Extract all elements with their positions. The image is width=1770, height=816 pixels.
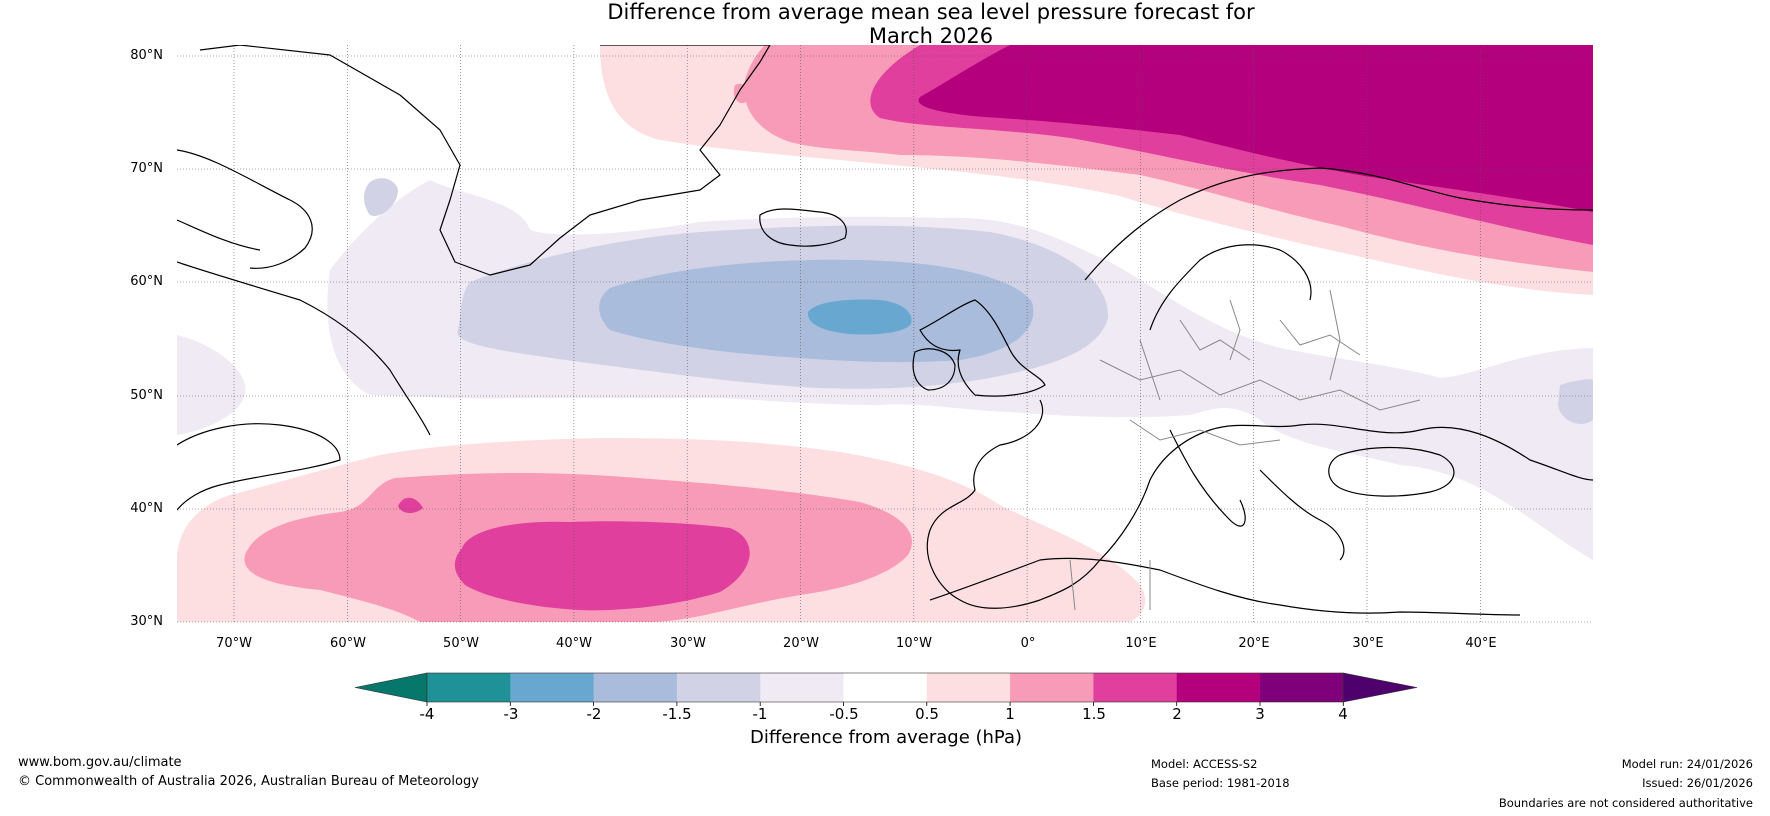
lon-label-40w: 40°W: [556, 636, 592, 651]
lon-label-70w: 70°W: [216, 636, 252, 651]
footer-model-run: Model run: 24/01/2026: [1621, 757, 1753, 771]
colorbar-segment: [427, 673, 511, 702]
coastline-north-africa: [929, 557, 1521, 616]
colorbar-segment: [1176, 673, 1261, 702]
lon-label-50w: 50°W: [443, 636, 479, 651]
colorbar-tick-label: -1: [752, 705, 768, 723]
lat-label-80n: 80°N: [130, 48, 163, 63]
coastline-italy-balkans: [1169, 429, 1345, 561]
colorbar-tick-label: 1.5: [1082, 705, 1106, 723]
lat-label-30n: 30°N: [130, 614, 163, 629]
lat-label-60n: 60°N: [130, 274, 163, 289]
footer-website: www.bom.gov.au/climate: [18, 755, 182, 770]
lat-label-40n: 40°N: [130, 501, 163, 516]
lon-label-10w: 10°W: [896, 636, 932, 651]
contour-pos-2-north: [918, 45, 1593, 212]
coastline-canada-arctic: [177, 149, 313, 269]
colorbar-tick-label: 2: [1172, 705, 1182, 723]
colorbar-segment: [593, 673, 678, 702]
graticule: [177, 45, 1593, 623]
colorbar-tick-label: -2: [586, 705, 602, 723]
coastline-british-isles: [919, 299, 1046, 397]
title-line-1: Difference from average mean sea level p…: [607, 0, 1255, 24]
lon-label-60w: 60°W: [330, 636, 366, 651]
map-title: Difference from average mean sea level p…: [0, 0, 1770, 48]
lon-label-20w: 20°W: [783, 636, 819, 651]
coastline-labrador: [177, 261, 431, 511]
pressure-anomaly-contours: [177, 45, 1593, 622]
footer-disclaimer: Boundaries are not considered authoritat…: [1498, 796, 1753, 810]
footer-issued: Issued: 26/01/2026: [1642, 776, 1753, 790]
colorbar-frame: [426, 672, 1344, 703]
contour-pos-1.5-south: [454, 521, 750, 611]
colorbar-tick-label: 4: [1338, 705, 1348, 723]
coastline-greenland: [199, 45, 771, 276]
footer-base-period: Base period: 1981-2018: [1151, 776, 1290, 790]
colorbar-segment: [1260, 673, 1344, 702]
colorbar-segment: [1010, 673, 1094, 702]
colorbar-tick-label: 3: [1255, 705, 1265, 723]
colorbar-extend-low: [354, 672, 428, 703]
colorbar-segment: [510, 673, 595, 702]
lat-label-50n: 50°N: [130, 388, 163, 403]
footer-copyright: © Commonwealth of Australia 2026, Austra…: [18, 774, 479, 789]
lat-label-70n: 70°N: [130, 161, 163, 176]
lon-label-40e: 40°E: [1465, 636, 1497, 651]
title-line-2: March 2026: [868, 24, 994, 48]
colorbar-tick-label: -3: [503, 705, 519, 723]
coastline-black-sea: [1328, 446, 1455, 497]
contour-neg-1-west: [364, 178, 398, 216]
coastlines: [177, 45, 1593, 616]
coastline-iceland: [759, 208, 847, 247]
coastline-scandinavia: [1084, 167, 1593, 331]
lon-label-20e: 20°E: [1238, 636, 1270, 651]
colorbar-segment: [926, 673, 1011, 702]
footer-model: Model: ACCESS-S2: [1151, 757, 1258, 771]
colorbar-title: Difference from average (hPa): [749, 727, 1023, 748]
contour-pos-1.5-south-blob: [398, 497, 423, 514]
coastline-ireland: [912, 348, 956, 391]
lon-label-30e: 30°E: [1352, 636, 1384, 651]
colorbar-tick-label: 1: [1005, 705, 1015, 723]
colorbar-segment: [1093, 673, 1178, 702]
colorbar-segment: [843, 673, 928, 702]
colorbar-tick-label: 0.5: [915, 705, 939, 723]
lon-label-0: 0°: [1020, 636, 1036, 651]
colorbar-extend-high: [1343, 672, 1418, 703]
contour-neg-2: [807, 299, 912, 335]
coastline-western-europe: [926, 399, 1593, 609]
contour-pos-1-north-blob: [733, 83, 750, 104]
colorbar-tick-label: -1.5: [662, 705, 692, 723]
colorbar-segment: [760, 673, 844, 702]
lon-label-10e: 10°E: [1125, 636, 1157, 651]
colorbar: [354, 672, 1418, 706]
contour-neg-1-east: [1558, 379, 1593, 425]
colorbar-segment: [676, 673, 761, 702]
colorbar-tick-label: -0.5: [829, 705, 859, 723]
country-borders: [1069, 289, 1421, 611]
lon-label-30w: 30°W: [670, 636, 706, 651]
colorbar-tick-label: -4: [419, 705, 435, 723]
